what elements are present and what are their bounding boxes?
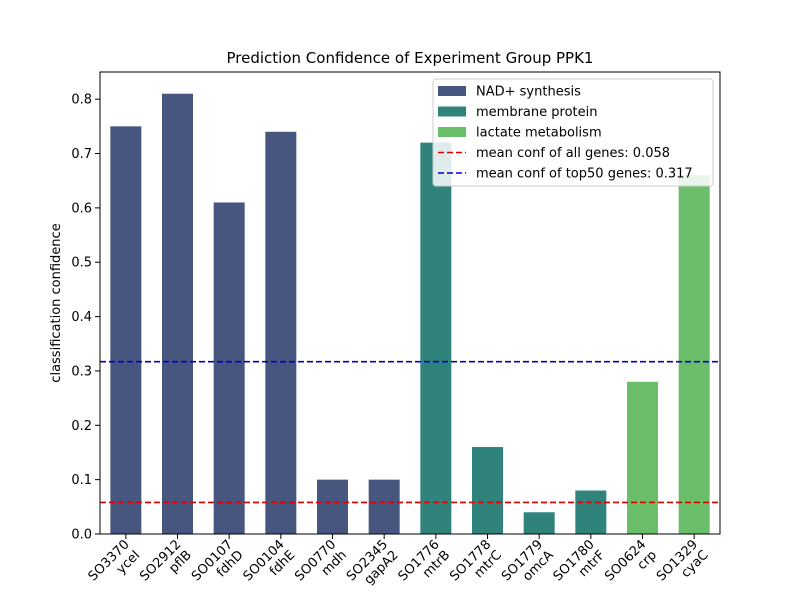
y-tick-label: 0.1 [71, 473, 92, 488]
bar-mtrC [472, 447, 503, 534]
bar-mtrF [575, 490, 607, 534]
bar-cyaC [678, 175, 710, 534]
y-tick-label: 0.2 [71, 419, 92, 434]
bar-yceI [110, 126, 142, 534]
legend-box [432, 78, 714, 187]
y-tick-label: 0.3 [71, 364, 92, 379]
x-tick-label: SO1779omcA [499, 537, 557, 595]
reference-lines-layer [100, 360, 720, 504]
x-tick-label: SO2912pflB [137, 537, 195, 595]
x-tick-label: SO1780mtrF [551, 537, 609, 595]
y-axis: 0.0 0.1 0.2 0.3 0.4 0.5 0.6 0.7 0.8 [71, 93, 100, 543]
x-tick-label: SO3370yceI [86, 537, 144, 595]
legend-swatch [438, 86, 466, 96]
y-tick-label: 0.0 [71, 528, 92, 543]
x-axis: SO3370yceISO2912pflBSO0107fdhDSO0104fdhE… [86, 534, 712, 595]
x-tick-label: SO1329cyaC [654, 537, 712, 595]
bar-gapA2 [368, 479, 400, 534]
chart-title: Prediction Confidence of Experiment Grou… [227, 49, 594, 67]
legend-swatch [438, 127, 466, 137]
y-tick-label: 0.4 [71, 310, 92, 325]
legend-label: NAD+ synthesis [476, 85, 581, 100]
legend-label: lactate metabolism [476, 126, 602, 141]
x-tick-label: SO0104fdhE [241, 537, 299, 595]
x-tick-label: SO0107fdhD [189, 537, 247, 595]
bar-mtrB [420, 142, 452, 534]
legend-label: mean conf of top50 genes: 0.317 [476, 167, 693, 182]
plot-frame [99, 71, 721, 535]
bar-pflB [162, 93, 193, 535]
x-tick-label: SO1778mtrC [447, 537, 505, 595]
y-tick-label: 0.5 [71, 256, 92, 271]
x-tick-label: SO1776mtrB [396, 537, 454, 595]
legend-swatch [438, 106, 466, 117]
y-tick-label: 0.6 [71, 201, 92, 216]
y-axis-label: classification confidence [49, 223, 64, 382]
bars-layer [110, 93, 710, 535]
x-tick-label: SO0770mdh [292, 537, 350, 595]
legend-label: mean conf of all genes: 0.058 [476, 146, 670, 161]
bar-omcA [523, 512, 555, 534]
bar-mdh [317, 479, 348, 534]
y-tick-label: 0.7 [71, 147, 92, 162]
bar-fdhE [265, 131, 297, 535]
bar-fdhD [213, 202, 245, 534]
legend-label: membrane protein [476, 105, 597, 120]
legend: NAD+ synthesis membrane protein lactate me… [432, 78, 714, 187]
x-tick-label: SO0624crp [602, 537, 660, 595]
y-tick-label: 0.8 [71, 93, 92, 108]
x-tick-label: SO2345gapA2 [344, 537, 402, 595]
bar-crp [627, 381, 658, 534]
